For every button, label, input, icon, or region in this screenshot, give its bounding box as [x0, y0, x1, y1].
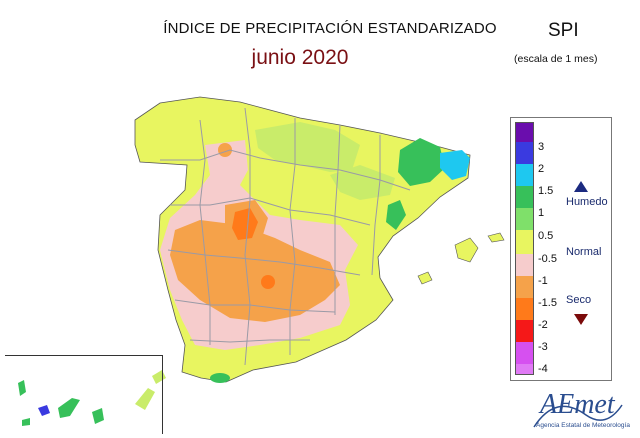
legend-swatch [515, 122, 534, 143]
region-girona-very-wet [440, 150, 470, 180]
island-gran-canaria [92, 408, 104, 424]
wet-triangle-icon [574, 181, 588, 192]
legend-category-normal: Normal [566, 246, 602, 258]
region-malaga-wet [210, 373, 230, 383]
legend-swatch [515, 164, 534, 186]
legend-tick: 1.5 [538, 185, 554, 197]
map-title: ÍNDICE DE PRECIPITACIÓN ESTANDARIZADO [163, 20, 497, 37]
legend-tick: -1.5 [538, 297, 557, 309]
region-leon-dry [218, 143, 232, 157]
region-valencia-wet [386, 200, 406, 230]
legend-tick: -2 [538, 319, 548, 331]
legend-tick: -1 [538, 275, 548, 287]
spi-legend: 3 2 1.5 1 0.5 -0.5 -1 -1.5 -2 -3 -4 Hume… [510, 117, 612, 381]
canary-islands-inset [5, 355, 163, 434]
dry-triangle-icon [574, 314, 588, 325]
legend-swatch [515, 230, 534, 254]
island-el-hierro [22, 418, 30, 426]
island-mallorca [454, 237, 479, 263]
legend-swatch [515, 342, 534, 364]
legend-swatch [515, 186, 534, 208]
legend-tick: -0.5 [538, 253, 557, 265]
region-north-slightly-wet [255, 122, 360, 172]
legend-swatch [515, 276, 534, 298]
region-avila-very-dry [232, 208, 258, 240]
scale-note: (escala de 1 mes) [514, 53, 598, 65]
island-la-palma [18, 380, 26, 396]
legend-swatch [515, 254, 534, 276]
aemet-logo-icon [533, 404, 623, 428]
legend-tick: 3 [538, 141, 545, 153]
island-fuerteventura [135, 388, 155, 410]
island-la-gomera [38, 405, 50, 416]
legend-swatch [515, 208, 534, 230]
legend-tick: 1 [538, 207, 545, 219]
index-name: SPI [548, 20, 579, 41]
legend-swatch [515, 320, 534, 342]
legend-swatch [515, 364, 534, 375]
legend-tick: 2 [538, 163, 545, 175]
logo-caption: Agencia Estatal de Meteorología [536, 422, 630, 429]
legend-tick: 0.5 [538, 230, 554, 242]
province-borders [160, 107, 411, 366]
legend-swatch [515, 142, 534, 164]
island-tenerife [58, 398, 80, 418]
legend-category-wet: Humedo [566, 196, 608, 208]
legend-category-dry: Seco [566, 294, 592, 306]
legend-swatch [515, 298, 534, 320]
region-center-dry [170, 220, 340, 322]
legend-tick: -4 [538, 363, 548, 375]
region-ciudad-real-very-dry [261, 275, 275, 289]
map-subtitle: junio 2020 [251, 46, 349, 69]
island-menorca [487, 232, 505, 243]
island-ibiza [417, 271, 433, 285]
logo-name: AEmet [540, 389, 615, 420]
region-catalonia-wet [398, 138, 445, 186]
legend-tick: -3 [538, 341, 548, 353]
